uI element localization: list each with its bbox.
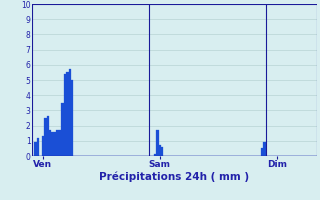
Bar bbox=[263, 142, 266, 156]
Bar bbox=[64, 74, 66, 156]
Bar bbox=[66, 72, 68, 156]
Bar bbox=[68, 69, 71, 156]
Bar bbox=[35, 142, 37, 156]
Bar bbox=[52, 132, 54, 156]
Bar bbox=[71, 80, 73, 156]
Bar bbox=[154, 154, 156, 156]
Bar bbox=[161, 147, 164, 156]
Bar bbox=[56, 130, 59, 156]
X-axis label: Précipitations 24h ( mm ): Précipitations 24h ( mm ) bbox=[99, 172, 250, 182]
Bar bbox=[42, 136, 44, 156]
Bar bbox=[156, 130, 159, 156]
Bar bbox=[44, 118, 47, 156]
Bar bbox=[54, 132, 56, 156]
Bar bbox=[37, 138, 39, 156]
Bar bbox=[261, 148, 263, 156]
Bar bbox=[47, 116, 49, 156]
Bar bbox=[159, 145, 161, 156]
Bar bbox=[49, 130, 52, 156]
Bar bbox=[61, 103, 64, 156]
Bar bbox=[59, 130, 61, 156]
